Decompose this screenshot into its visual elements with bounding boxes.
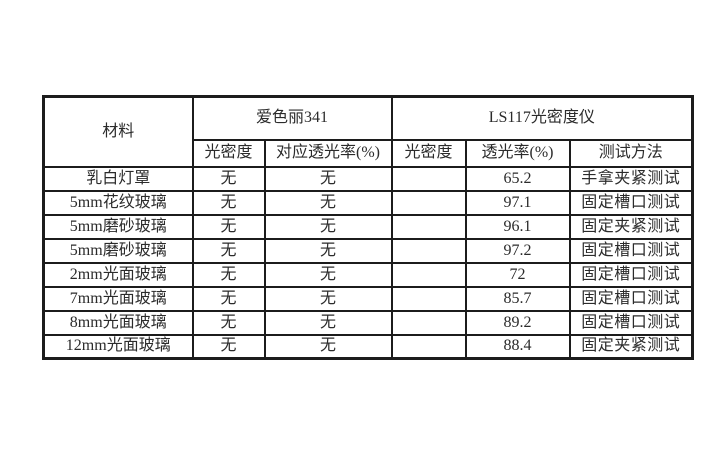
material-cell: 7mm光面玻璃 bbox=[42, 285, 194, 312]
material-cell: 5mm磨砂玻璃 bbox=[42, 237, 194, 264]
xrite-transmittance-cell: 无 bbox=[263, 333, 393, 360]
table-row: 5mm磨砂玻璃 无 无 97.2 固定槽口测试 bbox=[42, 237, 694, 264]
material-cell: 12mm光面玻璃 bbox=[42, 333, 194, 360]
test-method-cell: 固定槽口测试 bbox=[568, 285, 694, 312]
ls117-transmittance-cell: 97.2 bbox=[464, 237, 571, 264]
header-ls117-transmittance: 透光率(%) bbox=[464, 138, 571, 168]
ls117-transmittance-cell: 65.2 bbox=[464, 165, 571, 192]
ls117-density-cell bbox=[390, 189, 467, 216]
ls117-density-cell bbox=[390, 261, 467, 288]
header-material: 材料 bbox=[42, 95, 194, 168]
table-row: 2mm光面玻璃 无 无 72 固定槽口测试 bbox=[42, 261, 694, 288]
header-group-xrite341: 爱色丽341 bbox=[191, 95, 393, 141]
table-row: 5mm磨砂玻璃 无 无 96.1 固定夹紧测试 bbox=[42, 213, 694, 240]
xrite-density-cell: 无 bbox=[191, 261, 266, 288]
material-cell: 8mm光面玻璃 bbox=[42, 309, 194, 336]
test-method-cell: 固定夹紧测试 bbox=[568, 213, 694, 240]
table-row: 8mm光面玻璃 无 无 89.2 固定槽口测试 bbox=[42, 309, 694, 336]
table-row: 5mm花纹玻璃 无 无 97.1 固定槽口测试 bbox=[42, 189, 694, 216]
xrite-density-cell: 无 bbox=[191, 165, 266, 192]
xrite-density-cell: 无 bbox=[191, 309, 266, 336]
ls117-density-cell bbox=[390, 309, 467, 336]
xrite-transmittance-cell: 无 bbox=[263, 237, 393, 264]
xrite-transmittance-cell: 无 bbox=[263, 261, 393, 288]
ls117-transmittance-cell: 85.7 bbox=[464, 285, 571, 312]
ls117-transmittance-cell: 72 bbox=[464, 261, 571, 288]
ls117-transmittance-cell: 96.1 bbox=[464, 213, 571, 240]
xrite-density-cell: 无 bbox=[191, 213, 266, 240]
xrite-density-cell: 无 bbox=[191, 189, 266, 216]
header-group-row: 材料 爱色丽341 LS117光密度仪 bbox=[42, 95, 694, 168]
test-method-cell: 固定夹紧测试 bbox=[568, 333, 694, 360]
test-method-cell: 固定槽口测试 bbox=[568, 309, 694, 336]
header-ls117-density: 光密度 bbox=[390, 138, 467, 168]
ls117-density-cell bbox=[390, 237, 467, 264]
xrite-transmittance-cell: 无 bbox=[263, 285, 393, 312]
ls117-transmittance-cell: 97.1 bbox=[464, 189, 571, 216]
header-sub-row: 光密度 对应透光率(%) 光密度 透光率(%) 测试方法 bbox=[44, 138, 694, 168]
header-xrite-density: 光密度 bbox=[191, 138, 266, 168]
table-row: 乳白灯罩 无 无 65.2 手拿夹紧测试 bbox=[42, 165, 694, 192]
material-cell: 2mm光面玻璃 bbox=[42, 261, 194, 288]
material-cell: 5mm花纹玻璃 bbox=[42, 189, 194, 216]
ls117-transmittance-cell: 89.2 bbox=[464, 309, 571, 336]
xrite-density-cell: 无 bbox=[191, 237, 266, 264]
xrite-density-cell: 无 bbox=[191, 285, 266, 312]
ls117-density-cell bbox=[390, 333, 467, 360]
xrite-transmittance-cell: 无 bbox=[263, 213, 393, 240]
material-cell: 乳白灯罩 bbox=[42, 165, 194, 192]
ls117-density-cell bbox=[390, 165, 467, 192]
ls117-density-cell bbox=[390, 213, 467, 240]
ls117-density-cell bbox=[390, 285, 467, 312]
test-method-cell: 固定槽口测试 bbox=[568, 189, 694, 216]
ls117-transmittance-cell: 88.4 bbox=[464, 333, 571, 360]
xrite-transmittance-cell: 无 bbox=[263, 165, 393, 192]
test-method-cell: 固定槽口测试 bbox=[568, 261, 694, 288]
table-row: 7mm光面玻璃 无 无 85.7 固定槽口测试 bbox=[42, 285, 694, 312]
header-test-method: 测试方法 bbox=[568, 138, 694, 168]
xrite-transmittance-cell: 无 bbox=[263, 189, 393, 216]
table-row: 12mm光面玻璃 无 无 88.4 固定夹紧测试 bbox=[42, 333, 694, 360]
transmittance-measurement-table: 材料 爱色丽341 LS117光密度仪 光密度 对应透光率(%) 光密度 透光率… bbox=[42, 95, 695, 360]
header-xrite-transmittance: 对应透光率(%) bbox=[263, 138, 393, 168]
material-cell: 5mm磨砂玻璃 bbox=[42, 213, 194, 240]
test-method-cell: 手拿夹紧测试 bbox=[568, 165, 694, 192]
xrite-transmittance-cell: 无 bbox=[263, 309, 393, 336]
test-method-cell: 固定槽口测试 bbox=[568, 237, 694, 264]
header-group-ls117: LS117光密度仪 bbox=[390, 95, 694, 141]
xrite-density-cell: 无 bbox=[191, 333, 266, 360]
